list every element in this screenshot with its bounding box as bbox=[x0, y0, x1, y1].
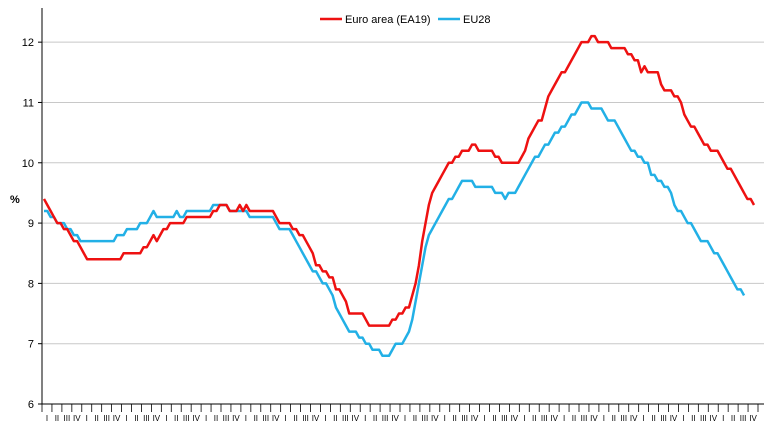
x-tick-label: III bbox=[581, 414, 588, 423]
x-tick-label: II bbox=[651, 414, 655, 423]
x-tick-label: I bbox=[165, 414, 167, 423]
x-tick-label: II bbox=[134, 414, 138, 423]
x-tick-label: IV bbox=[153, 414, 161, 423]
x-tick-label: IV bbox=[73, 414, 81, 423]
x-tick-label: II bbox=[691, 414, 695, 423]
x-tick-label: IV bbox=[630, 414, 638, 423]
x-tick-label: I bbox=[643, 414, 645, 423]
x-tick-label: II bbox=[55, 414, 59, 423]
x-tick-label: IV bbox=[670, 414, 678, 423]
x-tick-label: III bbox=[700, 414, 707, 423]
x-tick-label: IV bbox=[749, 414, 757, 423]
x-tick-label: IV bbox=[431, 414, 439, 423]
y-tick-label-6: 6 bbox=[28, 399, 34, 411]
x-tick-label: II bbox=[214, 414, 218, 423]
x-tick-label: I bbox=[523, 414, 525, 423]
x-tick-label: I bbox=[722, 414, 724, 423]
x-tick-label: II bbox=[94, 414, 98, 423]
x-tick-label: III bbox=[382, 414, 389, 423]
legend-item-eu28: EU28 bbox=[438, 14, 491, 26]
series-layer bbox=[42, 34, 756, 357]
x-tick-label: III bbox=[103, 414, 110, 423]
x-tick-label: II bbox=[452, 414, 456, 423]
x-tick-label: III bbox=[342, 414, 349, 423]
x-tick-label: IV bbox=[511, 414, 519, 423]
x-tick-label: II bbox=[373, 414, 377, 423]
x-tick-label: I bbox=[324, 414, 326, 423]
gridlines bbox=[42, 41, 764, 345]
x-tick-label: I bbox=[245, 414, 247, 423]
x-tick-label: II bbox=[492, 414, 496, 423]
x-tick-label: III bbox=[64, 414, 71, 423]
x-tick-label: IV bbox=[709, 414, 717, 423]
x-tick-label: III bbox=[541, 414, 548, 423]
y-tick-label-7: 7 bbox=[28, 339, 34, 351]
x-tick-label: IV bbox=[272, 414, 280, 423]
x-tick-label: IV bbox=[351, 414, 359, 423]
x-tick-label: I bbox=[603, 414, 605, 423]
x-tick-label: I bbox=[205, 414, 207, 423]
x-tick-label: II bbox=[293, 414, 297, 423]
x-tick-label: III bbox=[660, 414, 667, 423]
x-tick-label: II bbox=[333, 414, 337, 423]
x-tick-label: I bbox=[125, 414, 127, 423]
x-tick-label: IV bbox=[232, 414, 240, 423]
x-tick-label: II bbox=[532, 414, 536, 423]
x-tick-label: III bbox=[223, 414, 230, 423]
x-tick-label: III bbox=[740, 414, 747, 423]
y-tick-label-9: 9 bbox=[28, 218, 34, 230]
x-tick-label: IV bbox=[550, 414, 558, 423]
legend: Euro area (EA19) EU28 bbox=[320, 14, 491, 26]
x-tick-label: I bbox=[46, 414, 48, 423]
series-line-euro-area bbox=[42, 34, 756, 327]
x-tick-label: IV bbox=[471, 414, 479, 423]
x-tick-label: IV bbox=[113, 414, 121, 423]
legend-label-eu28: EU28 bbox=[463, 14, 491, 26]
x-tick-label: III bbox=[501, 414, 508, 423]
x-tick-label: III bbox=[262, 414, 269, 423]
x-tick-label: IV bbox=[312, 414, 320, 423]
x-tick-label: III bbox=[461, 414, 468, 423]
x-tick-label: II bbox=[174, 414, 178, 423]
x-tick-label: IV bbox=[192, 414, 200, 423]
series-line-eu28 bbox=[44, 101, 746, 357]
y-axis: 6 7 8 9 10 11 12 bbox=[22, 8, 43, 411]
x-tick-label: II bbox=[572, 414, 576, 423]
x-tick-label: II bbox=[254, 414, 258, 423]
y-tick-label-12: 12 bbox=[22, 37, 34, 49]
x-tick-label: I bbox=[444, 414, 446, 423]
x-tick-label: I bbox=[563, 414, 565, 423]
x-tick-label: III bbox=[143, 414, 150, 423]
y-tick-label-10: 10 bbox=[22, 158, 34, 170]
legend-item-euro-area: Euro area (EA19) bbox=[320, 14, 431, 26]
x-tick-label: III bbox=[183, 414, 190, 423]
x-tick-label: I bbox=[483, 414, 485, 423]
x-tick-label: I bbox=[86, 414, 88, 423]
legend-label-euro-area: Euro area (EA19) bbox=[345, 14, 431, 26]
y-tick-label-8: 8 bbox=[28, 278, 34, 290]
x-tick-label: II bbox=[413, 414, 417, 423]
x-tick-label: II bbox=[612, 414, 616, 423]
x-tick-label: II bbox=[731, 414, 735, 423]
x-tick-label: IV bbox=[391, 414, 399, 423]
x-tick-label: I bbox=[404, 414, 406, 423]
x-tick-label: III bbox=[422, 414, 429, 423]
x-tick-label: I bbox=[682, 414, 684, 423]
y-axis-unit-label: % bbox=[10, 194, 20, 206]
x-tick-label: I bbox=[364, 414, 366, 423]
x-tick-label: III bbox=[620, 414, 627, 423]
x-tick-label: IV bbox=[590, 414, 598, 423]
x-axis: I II III IV I II III IV I II III IV I II III IV I II III IV… bbox=[41, 403, 764, 423]
y-tick-label-11: 11 bbox=[23, 97, 34, 109]
x-tick-label: III bbox=[302, 414, 309, 423]
x-tick-label: I bbox=[285, 414, 287, 423]
